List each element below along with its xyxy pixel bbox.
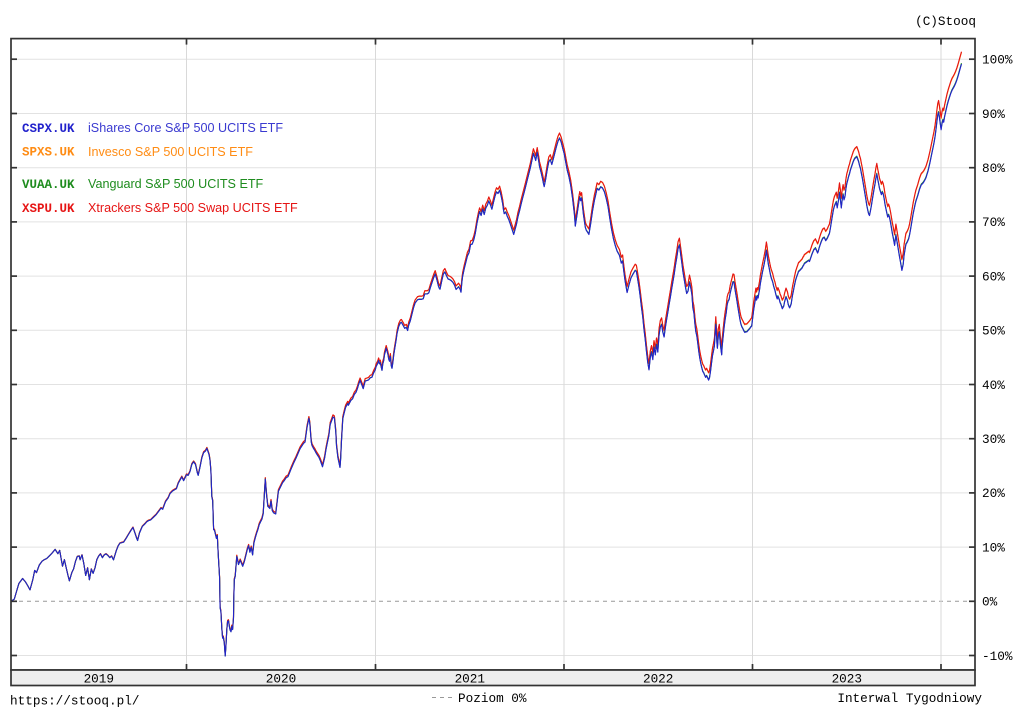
- svg-text:VUAA.UK: VUAA.UK: [22, 178, 75, 192]
- svg-text:CSPX.UK: CSPX.UK: [22, 122, 75, 136]
- svg-text:50%: 50%: [982, 324, 1005, 339]
- svg-text:SPXS.UK: SPXS.UK: [22, 146, 75, 160]
- svg-text:2023: 2023: [832, 671, 862, 686]
- svg-text:2020: 2020: [266, 671, 296, 686]
- svg-text:80%: 80%: [982, 161, 1005, 176]
- svg-text:Poziom 0%: Poziom 0%: [458, 691, 527, 706]
- svg-text:20%: 20%: [982, 486, 1005, 501]
- svg-text:iShares Core S&P 500 UCITS ETF: iShares Core S&P 500 UCITS ETF: [88, 121, 283, 135]
- svg-text:Vanguard S&P 500 UCITS ETF: Vanguard S&P 500 UCITS ETF: [88, 177, 264, 191]
- svg-text:-10%: -10%: [982, 649, 1013, 664]
- svg-text:2019: 2019: [84, 671, 114, 686]
- svg-text:XSPU.UK: XSPU.UK: [22, 202, 75, 216]
- svg-text:Xtrackers S&P 500 Swap UCITS E: Xtrackers S&P 500 Swap UCITS ETF: [88, 201, 298, 215]
- svg-text:(C)Stooq: (C)Stooq: [915, 14, 976, 29]
- svg-text:10%: 10%: [982, 540, 1005, 555]
- svg-text:2021: 2021: [455, 671, 485, 686]
- svg-text:Invesco S&P 500 UCITS ETF: Invesco S&P 500 UCITS ETF: [88, 145, 253, 159]
- svg-text:100%: 100%: [982, 53, 1013, 68]
- svg-text:2022: 2022: [643, 671, 673, 686]
- svg-text:90%: 90%: [982, 107, 1005, 122]
- svg-text:https://stooq.pl/: https://stooq.pl/: [10, 694, 139, 709]
- svg-text:40%: 40%: [982, 378, 1005, 393]
- svg-text:0%: 0%: [982, 595, 998, 610]
- svg-text:Interwal Tygodniowy: Interwal Tygodniowy: [837, 691, 982, 706]
- svg-text:30%: 30%: [982, 432, 1005, 447]
- svg-text:70%: 70%: [982, 215, 1005, 230]
- svg-text:60%: 60%: [982, 269, 1005, 284]
